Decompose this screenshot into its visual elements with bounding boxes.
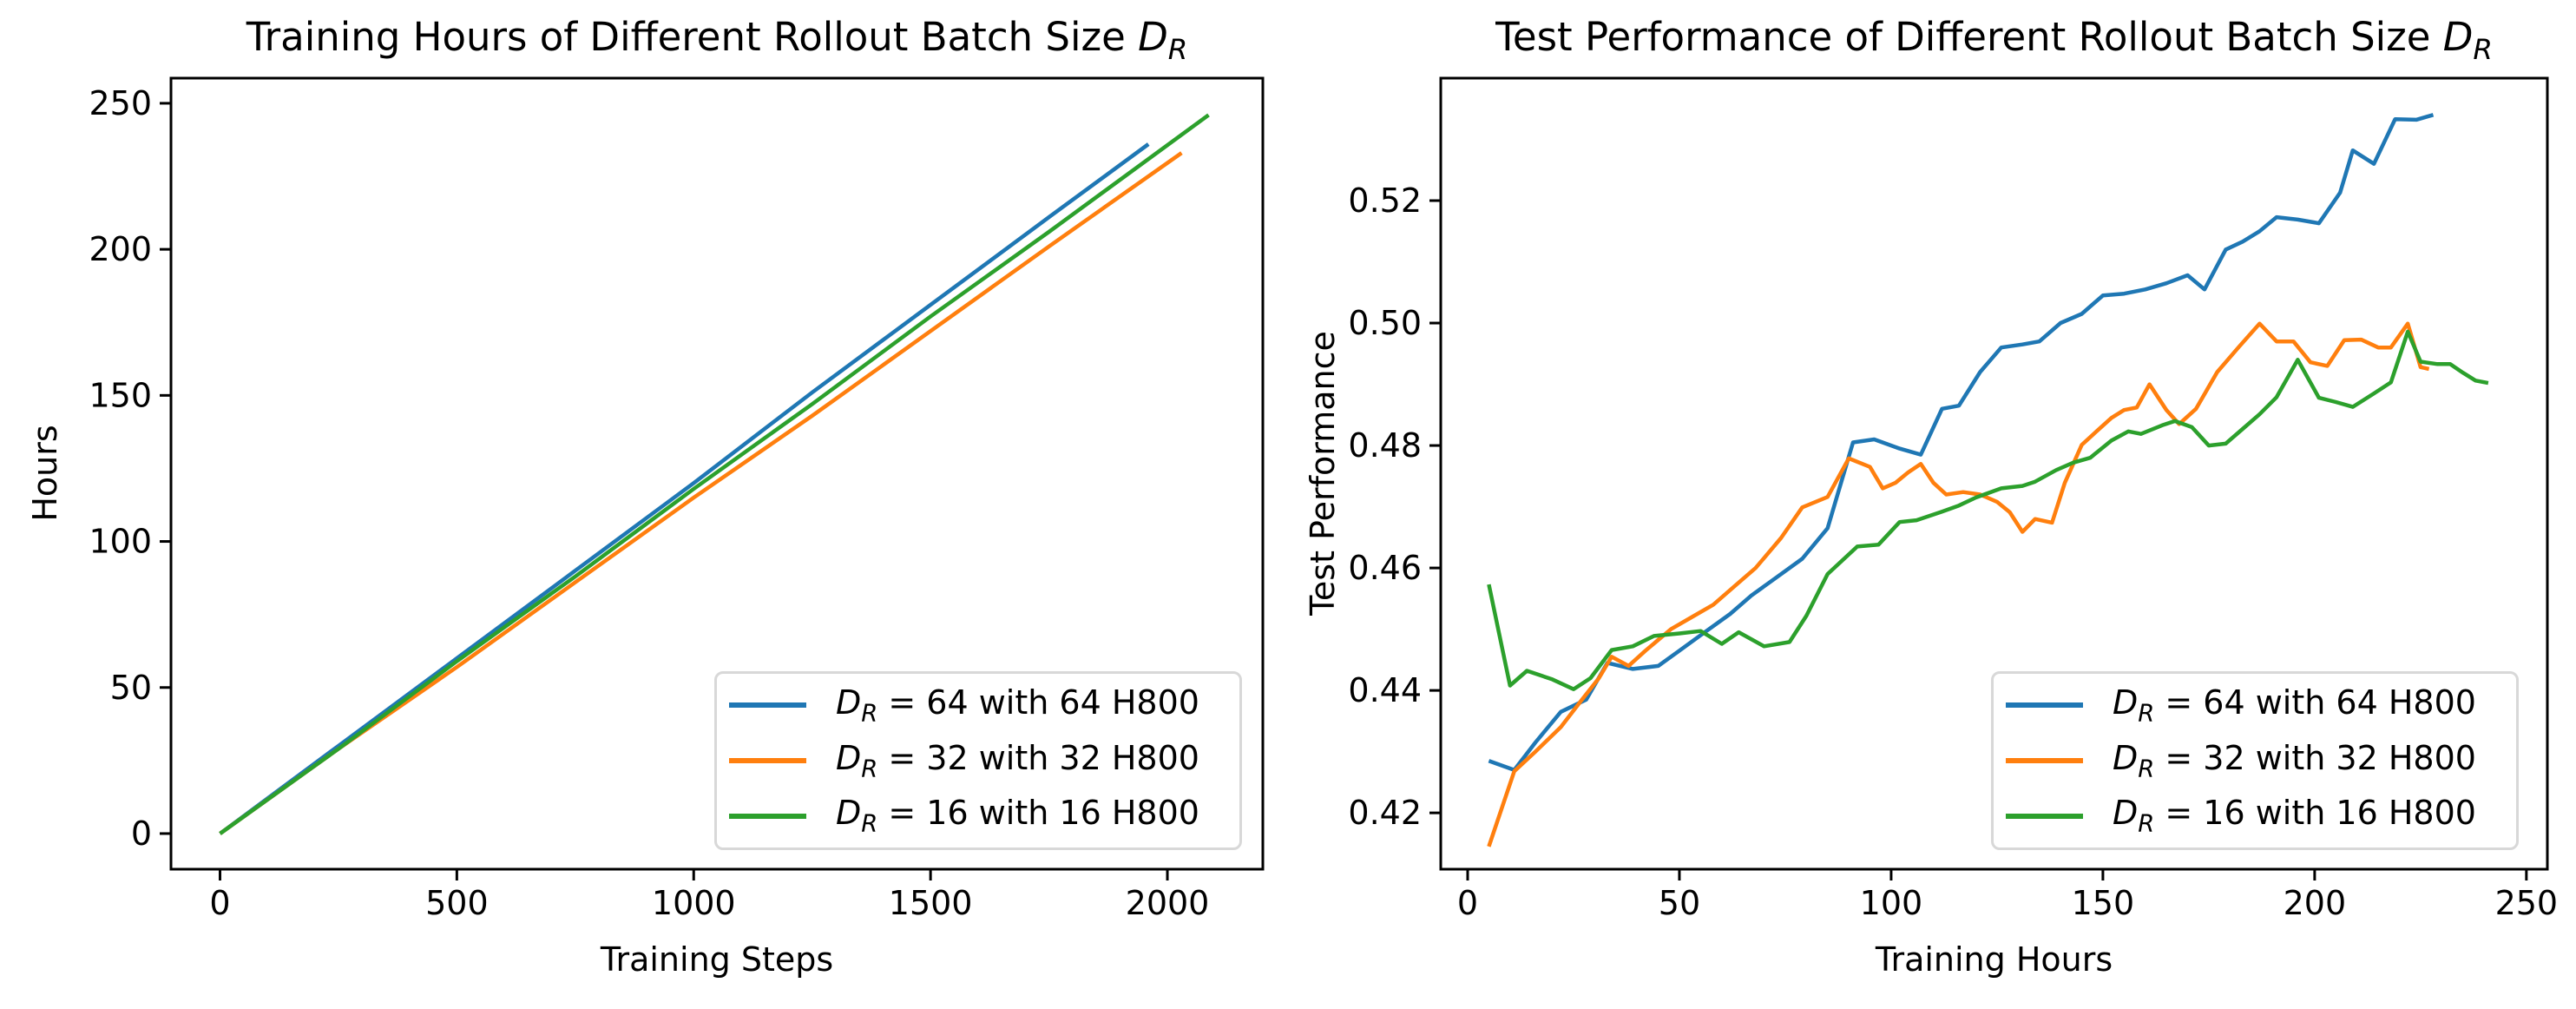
x-tick-label: 200 [2284, 884, 2347, 922]
blue-line-swatch [2006, 702, 2083, 709]
x-tick-label: 150 [2072, 884, 2135, 922]
legend-item-label: DR = 16 with 16 H800 [836, 794, 1199, 838]
legend-item: DR = 64 with 64 H800 [1994, 682, 2516, 729]
y-tick-label: 0.46 [1348, 549, 1422, 587]
right-legend: DR = 64 with 64 H800 DR = 32 with 32 H80… [1991, 671, 2519, 850]
legend-item: DR = 16 with 16 H800 [1994, 792, 2516, 840]
legend-item: DR = 64 with 64 H800 [717, 682, 1239, 729]
y-tick-label: 150 [89, 376, 152, 414]
series-line-2 [219, 113, 1210, 835]
left-chart-title: Training Hours of Different Rollout Batc… [246, 14, 1188, 66]
x-tick-label: 1500 [889, 884, 973, 922]
left-x-axis-label: Training Steps [600, 940, 834, 979]
y-tick-label: 0.50 [1348, 304, 1422, 342]
right-x-axis-label: Training Hours [1875, 940, 2113, 979]
x-tick-label: 2000 [1126, 884, 1210, 922]
legend-item-label: DR = 32 with 32 H800 [2113, 738, 2476, 783]
series-line-2 [1487, 329, 2489, 691]
legend-item-label: DR = 32 with 32 H800 [836, 738, 1199, 783]
blue-line-swatch [729, 702, 806, 709]
green-line-swatch [2006, 813, 2083, 819]
x-tick-label: 1000 [652, 884, 736, 922]
legend-item-label: DR = 64 with 64 H800 [836, 683, 1199, 728]
axes-spines [169, 76, 1265, 871]
y-tick-label: 0.44 [1348, 671, 1422, 709]
x-tick-label: 50 [1659, 884, 1700, 922]
x-tick-label: 0 [209, 884, 230, 922]
x-tick-label: 100 [1860, 884, 1923, 922]
legend-item: DR = 32 with 32 H800 [717, 737, 1239, 785]
orange-line-swatch [729, 758, 806, 763]
legend-item-label: DR = 64 with 64 H800 [2113, 683, 2476, 728]
green-line-swatch [729, 813, 806, 819]
y-tick-label: 250 [89, 84, 152, 122]
orange-line-swatch [2006, 758, 2083, 763]
x-tick-label: 250 [2495, 884, 2559, 922]
legend-item: DR = 32 with 32 H800 [1994, 737, 2516, 785]
x-tick-label: 0 [1457, 884, 1478, 922]
y-tick-label: 0.52 [1348, 181, 1422, 220]
x-tick-label: 500 [425, 884, 489, 922]
y-tick-label: 0.48 [1348, 426, 1422, 465]
legend-item: DR = 16 with 16 H800 [717, 792, 1239, 840]
y-tick-label: 0.42 [1348, 794, 1422, 832]
left-y-axis-label: Hours [26, 425, 64, 522]
series-line-1 [1487, 321, 2430, 847]
series-line-0 [1488, 113, 2435, 773]
axes-spines [1439, 76, 2549, 871]
series-line-0 [219, 142, 1150, 835]
y-tick-label: 100 [89, 523, 152, 561]
right-chart-title: Test Performance of Different Rollout Ba… [1495, 14, 2493, 66]
y-tick-label: 0 [131, 814, 152, 853]
legend-item-label: DR = 16 with 16 H800 [2113, 794, 2476, 838]
left-legend: DR = 64 with 64 H800 DR = 32 with 32 H80… [714, 671, 1242, 850]
right-y-axis-label: Test Performance [1304, 331, 1342, 616]
y-tick-label: 50 [110, 669, 152, 707]
y-tick-label: 200 [89, 230, 152, 268]
